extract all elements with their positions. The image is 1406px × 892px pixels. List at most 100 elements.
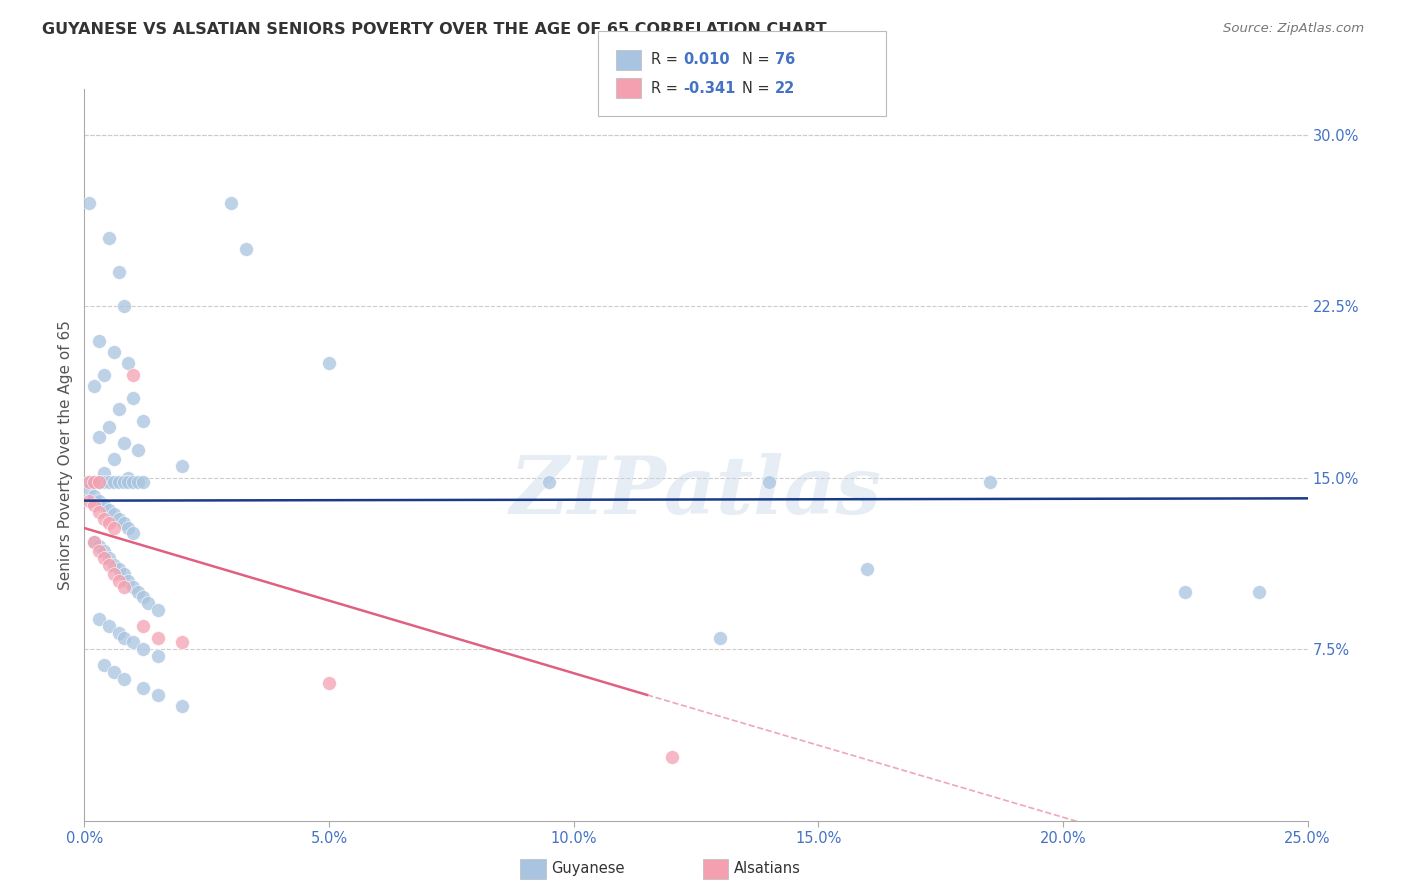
Point bbox=[112, 672, 135, 686]
Point bbox=[83, 534, 105, 549]
Point bbox=[112, 566, 135, 581]
Point bbox=[83, 475, 105, 490]
Point bbox=[83, 379, 105, 393]
Point bbox=[77, 482, 100, 496]
Point bbox=[103, 508, 125, 522]
Point bbox=[93, 466, 115, 480]
Point bbox=[93, 368, 115, 382]
Point bbox=[856, 562, 879, 576]
Point bbox=[172, 635, 194, 649]
Point bbox=[661, 749, 683, 764]
Point bbox=[132, 414, 155, 428]
Text: N =: N = bbox=[742, 81, 775, 95]
Point bbox=[132, 681, 155, 695]
Point bbox=[107, 562, 129, 576]
Point bbox=[758, 475, 780, 490]
Point bbox=[103, 566, 125, 581]
Point bbox=[83, 475, 105, 490]
Point bbox=[103, 665, 125, 679]
Point bbox=[1174, 585, 1197, 599]
Point bbox=[103, 452, 125, 467]
Point bbox=[117, 574, 139, 588]
Point bbox=[87, 613, 110, 627]
Point bbox=[77, 475, 100, 490]
Point bbox=[112, 299, 135, 313]
Point bbox=[97, 619, 120, 633]
Point bbox=[87, 493, 110, 508]
Point bbox=[107, 265, 129, 279]
Point bbox=[77, 475, 100, 490]
Point bbox=[93, 658, 115, 673]
Point bbox=[136, 597, 159, 611]
Point bbox=[132, 475, 155, 490]
Point bbox=[87, 429, 110, 443]
Point bbox=[83, 534, 105, 549]
Point bbox=[97, 550, 120, 565]
Text: Alsatians: Alsatians bbox=[734, 862, 801, 876]
Point bbox=[117, 475, 139, 490]
Point bbox=[122, 368, 145, 382]
Point bbox=[107, 626, 129, 640]
Point bbox=[979, 475, 1001, 490]
Point bbox=[538, 475, 561, 490]
Point bbox=[235, 242, 257, 256]
Point bbox=[117, 471, 139, 485]
Point bbox=[146, 631, 169, 645]
Point bbox=[117, 521, 139, 535]
Point bbox=[97, 475, 120, 490]
Point bbox=[132, 642, 155, 657]
Point bbox=[77, 493, 100, 508]
Point bbox=[103, 521, 125, 535]
Point bbox=[107, 475, 129, 490]
Point bbox=[83, 498, 105, 512]
Point bbox=[709, 631, 731, 645]
Point bbox=[112, 516, 135, 531]
Point bbox=[97, 558, 120, 572]
Text: N =: N = bbox=[742, 53, 775, 67]
Point bbox=[97, 516, 120, 531]
Point bbox=[93, 498, 115, 512]
Point bbox=[87, 539, 110, 553]
Point bbox=[103, 558, 125, 572]
Point bbox=[127, 585, 149, 599]
Point bbox=[112, 475, 135, 490]
Point bbox=[122, 635, 145, 649]
Point bbox=[87, 334, 110, 348]
Point bbox=[219, 196, 242, 211]
Point bbox=[103, 475, 125, 490]
Y-axis label: Seniors Poverty Over the Age of 65: Seniors Poverty Over the Age of 65 bbox=[58, 320, 73, 590]
Text: 76: 76 bbox=[775, 53, 794, 67]
Point bbox=[132, 590, 155, 604]
Point bbox=[112, 631, 135, 645]
Point bbox=[132, 619, 155, 633]
Text: -0.341: -0.341 bbox=[683, 81, 735, 95]
Point bbox=[87, 505, 110, 519]
Point bbox=[107, 402, 129, 417]
Text: R =: R = bbox=[651, 81, 682, 95]
Point bbox=[122, 391, 145, 405]
Point bbox=[318, 676, 340, 690]
Point bbox=[77, 196, 100, 211]
Point bbox=[122, 475, 145, 490]
Point bbox=[87, 544, 110, 558]
Point bbox=[146, 603, 169, 617]
Point bbox=[97, 502, 120, 516]
Point bbox=[93, 544, 115, 558]
Text: Guyanese: Guyanese bbox=[551, 862, 624, 876]
Point bbox=[103, 345, 125, 359]
Point bbox=[146, 649, 169, 664]
Text: 22: 22 bbox=[775, 81, 794, 95]
Point bbox=[93, 512, 115, 526]
Point bbox=[122, 581, 145, 595]
Point bbox=[87, 475, 110, 490]
Point bbox=[1247, 585, 1270, 599]
Point bbox=[127, 475, 149, 490]
Point bbox=[127, 443, 149, 458]
Text: ZIPatlas: ZIPatlas bbox=[510, 453, 882, 530]
Point bbox=[87, 475, 110, 490]
Point bbox=[107, 574, 129, 588]
Point bbox=[83, 489, 105, 503]
Point bbox=[172, 459, 194, 474]
Point bbox=[93, 550, 115, 565]
Text: Source: ZipAtlas.com: Source: ZipAtlas.com bbox=[1223, 22, 1364, 36]
